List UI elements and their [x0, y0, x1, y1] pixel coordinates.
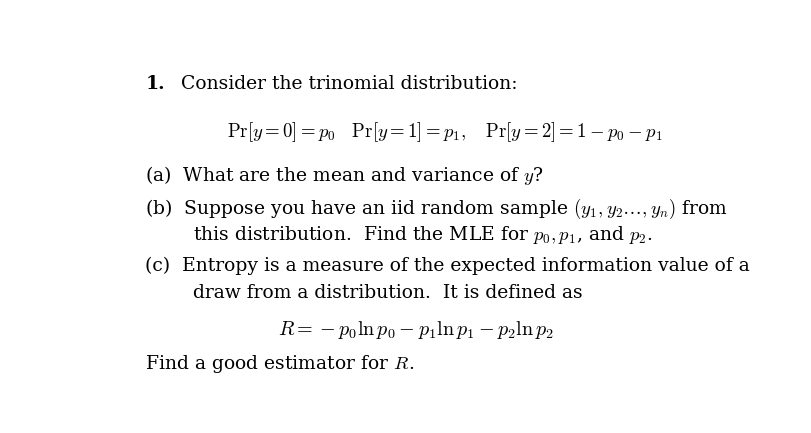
Text: (a)  What are the mean and variance of $y$?: (a) What are the mean and variance of $y… [145, 164, 544, 187]
Text: draw from a distribution.  It is defined as: draw from a distribution. It is defined … [192, 284, 582, 302]
Text: (c)  Entropy is a measure of the expected information value of a: (c) Entropy is a measure of the expected… [145, 257, 750, 275]
Text: $\mathrm{Pr}[y=0]=p_0 \quad \mathrm{Pr}[y=1]=p_1, \quad \mathrm{Pr}[y=2]=1-p_0-p: $\mathrm{Pr}[y=0]=p_0 \quad \mathrm{Pr}[… [227, 120, 663, 144]
Text: this distribution.  Find the MLE for $p_0, p_1$, and $p_2$.: this distribution. Find the MLE for $p_0… [192, 224, 652, 246]
Text: $R = -p_0 \ln p_0 - p_1 \ln p_1 - p_2 \ln p_2$: $R = -p_0 \ln p_0 - p_1 \ln p_1 - p_2 \l… [277, 319, 554, 341]
Text: 1.: 1. [145, 75, 165, 93]
Text: Consider the trinomial distribution:: Consider the trinomial distribution: [169, 75, 517, 93]
Text: (b)  Suppose you have an iid random sample $(y_1, y_2 \ldots, y_n)$ from: (b) Suppose you have an iid random sampl… [145, 197, 728, 221]
Text: Find a good estimator for $R$.: Find a good estimator for $R$. [145, 353, 414, 375]
